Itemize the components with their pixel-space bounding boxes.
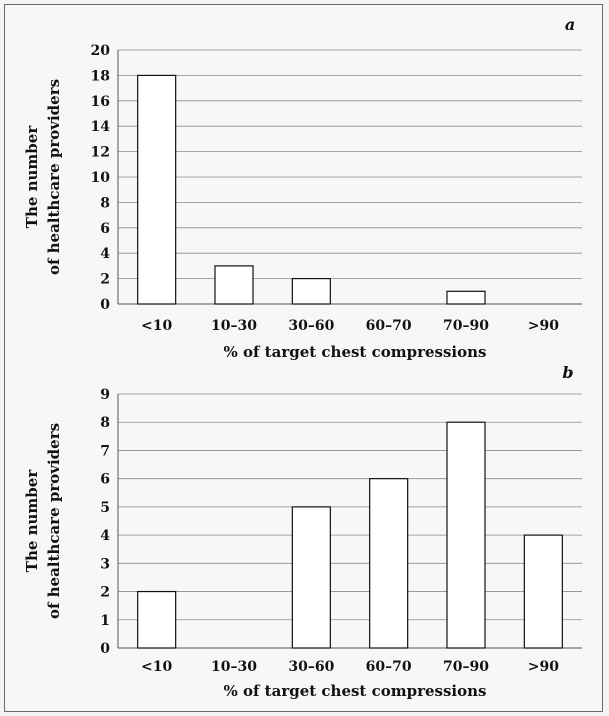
x-tick-label: 30–60 — [288, 318, 334, 334]
bar — [446, 421, 486, 649]
x-tick-label: <10 — [141, 659, 172, 675]
y-tick-label: 1 — [100, 613, 110, 629]
bar — [523, 534, 563, 649]
y-tick-label: 16 — [91, 94, 110, 110]
bar — [291, 278, 331, 305]
x-tick-label: 60–70 — [366, 659, 412, 675]
panel-letter-a: a — [565, 15, 575, 34]
y-tick-label: 6 — [100, 472, 110, 488]
y-tick-label: 5 — [100, 500, 110, 516]
y-tick-label: 18 — [91, 68, 110, 84]
bar — [137, 74, 177, 305]
x-axis-label: % of target chest compressions — [224, 343, 487, 361]
bar — [446, 290, 486, 305]
bar — [214, 265, 254, 305]
bar — [137, 590, 177, 649]
y-tick-label: 4 — [100, 528, 110, 544]
y-tick-label: 10 — [91, 170, 111, 186]
y-tick-label: 8 — [100, 415, 110, 431]
x-tick-label: 30–60 — [288, 659, 334, 675]
y-tick-label: 8 — [100, 195, 110, 211]
y-tick-label: 0 — [100, 641, 110, 657]
y-tick-label: 7 — [100, 443, 110, 459]
y-tick-label: 6 — [100, 221, 110, 237]
x-tick-label: 70–90 — [443, 659, 489, 675]
y-axis-label-line2: of healthcare providers — [45, 79, 63, 275]
y-axis-label-line1: The number — [23, 125, 41, 229]
x-tick-label: 70–90 — [443, 318, 489, 334]
y-tick-label: 2 — [100, 272, 110, 288]
y-axis-label-line2: of healthcare providers — [45, 423, 63, 619]
y-axis-label-line1: The number — [23, 469, 41, 573]
panel-letter-b: b — [562, 363, 573, 382]
y-tick-label: 0 — [100, 297, 110, 313]
y-tick-label: 4 — [100, 246, 110, 262]
y-tick-label: 14 — [91, 119, 111, 135]
x-tick-label: >90 — [528, 659, 559, 675]
x-tick-label: 10–30 — [211, 318, 257, 334]
x-tick-label: 10–30 — [211, 659, 257, 675]
x-tick-label: >90 — [528, 318, 559, 334]
y-tick-label: 2 — [100, 585, 110, 601]
y-tick-label: 12 — [91, 145, 110, 161]
x-axis-label: % of target chest compressions — [224, 682, 487, 700]
y-tick-label: 9 — [100, 387, 110, 403]
y-tick-label: 3 — [100, 556, 110, 572]
bar — [369, 478, 409, 649]
x-tick-label: 60–70 — [366, 318, 412, 334]
x-tick-label: <10 — [141, 318, 172, 334]
y-tick-label: 20 — [91, 43, 111, 59]
bar — [291, 506, 331, 649]
